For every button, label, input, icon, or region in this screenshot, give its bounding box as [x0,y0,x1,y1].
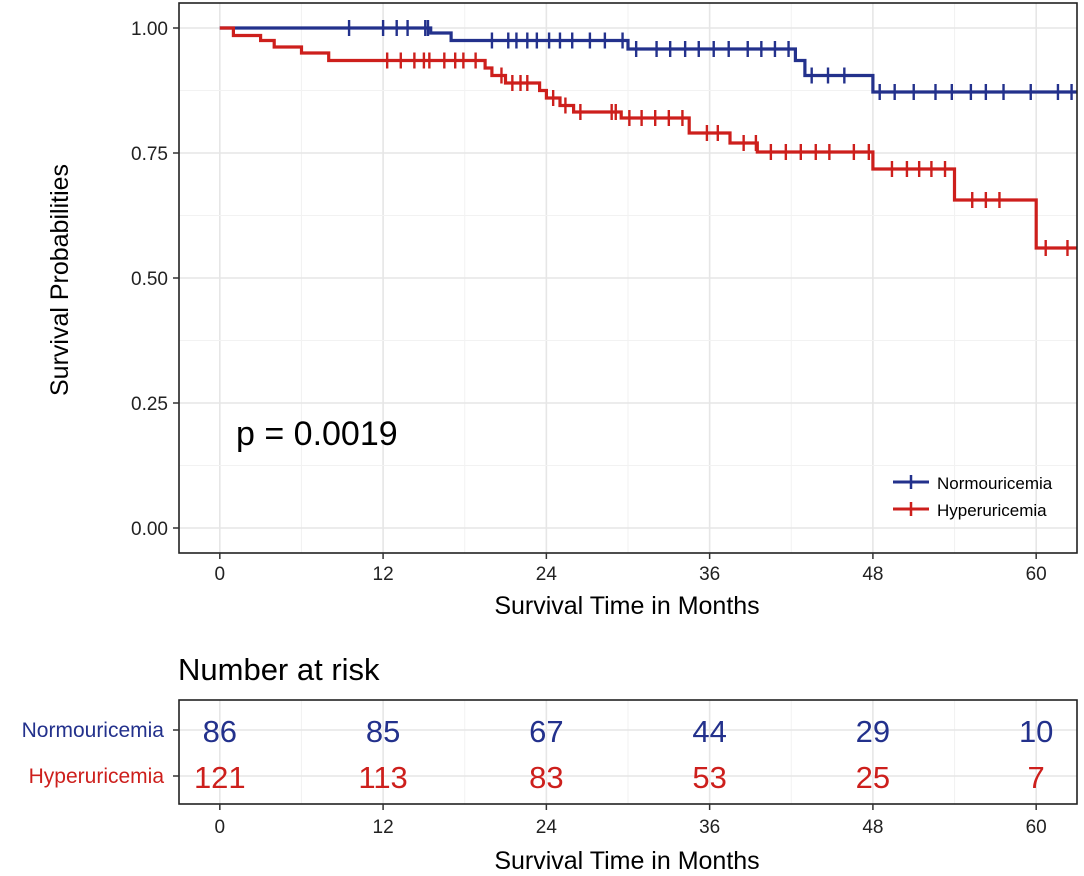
x-tick-label: 36 [699,564,720,585]
risk-table-x-axis-ticks: 0 12 24 36 48 60 [215,804,1047,838]
risk-x-tick-label: 24 [536,817,558,838]
risk-table-gridlines [179,700,1077,804]
risk-value-hyperuricemia: 25 [856,760,890,795]
risk-table-title: Number at risk [178,652,380,687]
risk-value-hyperuricemia: 113 [358,760,407,795]
survival-curves [219,20,1077,256]
risk-value-normouricemia: 29 [856,714,890,749]
risk-value-hyperuricemia: 121 [194,760,246,795]
survival-curve-normouricemia [219,26,1077,94]
y-axis-ticks: 0.00 0.25 0.50 0.75 1.00 [131,19,179,540]
legend-label-normouricemia: Normouricemia [937,474,1053,493]
risk-x-tick-label: 60 [1026,817,1047,838]
risk-table-x-axis-title: Survival Time in Months [494,847,759,875]
number-at-risk-table: Number at risk Normouricemia Hyperuricem… [22,652,1078,875]
risk-value-normouricemia: 67 [529,714,563,749]
x-tick-label: 24 [536,564,558,585]
x-axis-title: Survival Time in Months [494,592,759,620]
risk-row-label-normouricemia: Normouricemia [22,719,165,742]
risk-x-tick-label: 0 [215,817,226,838]
x-tick-label: 60 [1026,564,1047,585]
y-tick-label: 0.25 [131,394,168,415]
risk-row-label-hyperuricemia: Hyperuricemia [29,765,165,788]
risk-x-tick-label: 12 [373,817,394,838]
risk-x-tick-label: 48 [862,817,883,838]
risk-value-hyperuricemia: 83 [529,760,563,795]
x-tick-label: 48 [862,564,883,585]
y-tick-label: 0.75 [131,144,168,165]
y-axis-title: Survival Probabilities [46,164,74,396]
x-tick-label: 0 [215,564,226,585]
risk-value-normouricemia: 85 [366,714,400,749]
legend-item-hyperuricemia: Hyperuricemia [893,501,1047,520]
risk-value-normouricemia: 86 [203,714,237,749]
survival-plot: 0.00 0.25 0.50 0.75 1.00 0 12 24 36 48 60 Surviva… [46,2,1078,620]
risk-table-values: 86 85 67 44 29 10 121 113 83 53 25 7 [173,714,1053,795]
risk-value-hyperuricemia: 53 [692,760,726,795]
legend-label-hyperuricemia: Hyperuricemia [937,501,1047,520]
x-axis-ticks: 0 12 24 36 48 60 [215,553,1047,585]
y-tick-label: 0.50 [131,269,168,290]
p-value-annotation: p = 0.0019 [236,415,398,453]
x-tick-label: 12 [373,564,394,585]
legend: Normouricemia Hyperuricemia [893,474,1053,520]
risk-table-border [178,699,1078,805]
risk-x-tick-label: 36 [699,817,720,838]
y-tick-label: 0.00 [131,519,168,540]
risk-value-normouricemia: 44 [692,714,726,749]
risk-value-hyperuricemia: 7 [1028,760,1045,795]
legend-item-normouricemia: Normouricemia [893,474,1053,493]
risk-value-normouricemia: 10 [1019,714,1053,749]
y-tick-label: 1.00 [131,19,168,40]
